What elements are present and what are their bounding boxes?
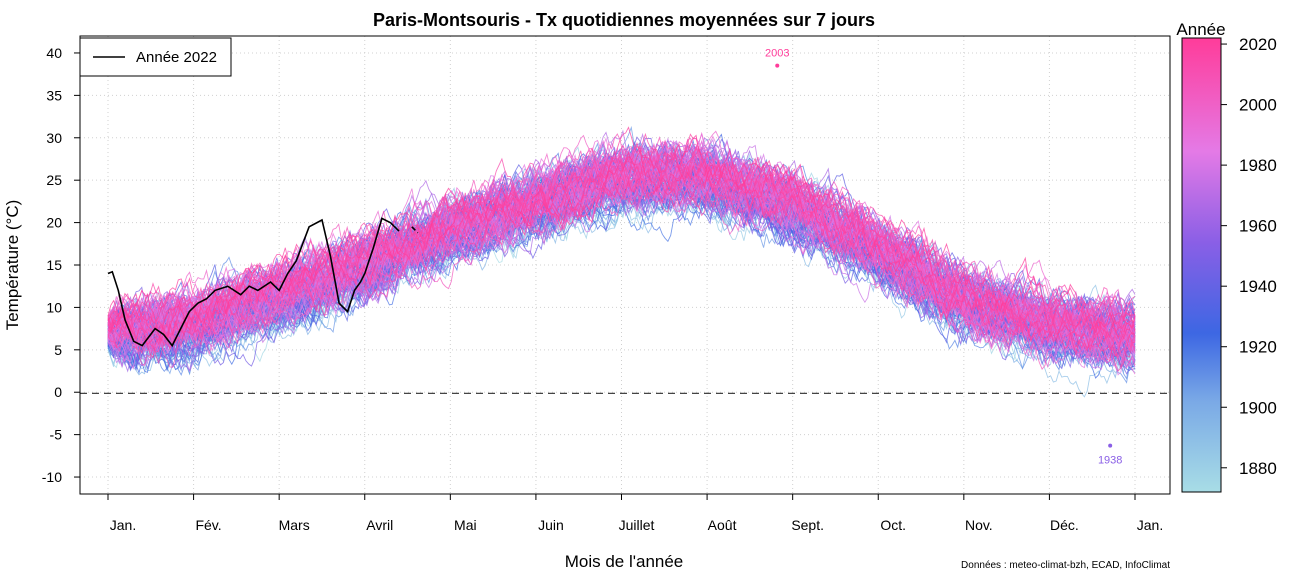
legend-label-2022: Année 2022 — [136, 49, 217, 66]
colorbar-tick-label: 1940 — [1239, 277, 1277, 296]
colorbar-tick-label: 1880 — [1239, 459, 1277, 478]
colorbar-tick-label: 1960 — [1239, 217, 1277, 236]
colorbar-tick-label: 1900 — [1239, 398, 1277, 417]
colorbar-title: Année — [1176, 20, 1225, 39]
historical-line-2007 — [107, 133, 1136, 353]
x-tick-label: Mai — [454, 517, 477, 533]
colorbar-ticks: 1880 1900 1920 1940 1960 1980 2000 2020 — [1221, 35, 1277, 478]
x-tick-label: Août — [708, 517, 737, 533]
y-tick-label: 0 — [54, 384, 62, 400]
historical-line-1997 — [107, 168, 1136, 359]
annotation-point — [775, 63, 780, 68]
y-tick-label: 15 — [46, 257, 62, 273]
x-tick-label: Jan. — [110, 517, 136, 533]
historical-line-2009 — [107, 160, 1136, 367]
chart-title: Paris-Montsouris - Tx quotidiennes moyen… — [373, 10, 875, 30]
y-axis-label: Température (°C) — [3, 200, 22, 331]
x-tick-label: Sept. — [791, 517, 824, 533]
historical-line-2018 — [107, 126, 1136, 350]
x-tick-label: Avril — [366, 517, 393, 533]
y-tick-label: 5 — [54, 342, 62, 358]
colorbar-tick-label: 2020 — [1239, 35, 1277, 54]
y-tick-label: 25 — [46, 172, 62, 188]
annotation-label: 2003 — [765, 48, 789, 60]
x-tick-label: Jan. — [1137, 517, 1163, 533]
grid — [80, 36, 1170, 494]
series-2022 — [107, 217, 419, 348]
x-tick-label: Fév. — [195, 517, 221, 533]
colorbar-tick-label: 1920 — [1239, 338, 1277, 357]
series-line-2022 — [107, 217, 400, 348]
x-tick-label: Nov. — [965, 517, 993, 533]
colorbar-gradient — [1181, 37, 1222, 493]
y-tick-label: -10 — [42, 469, 62, 485]
y-tick-label: 30 — [46, 130, 62, 146]
x-axis: Jan. Fév. Mars Avril Mai Juin Juillet Août Sept.… — [107, 494, 1163, 533]
historical-line-2021 — [107, 149, 1136, 342]
y-axis: -10 -5 0 5 10 15 20 25 30 35 40 — [42, 45, 80, 485]
colorbar: Année 1880 1900 1920 1940 1960 1980 2000 2020 — [1176, 20, 1277, 493]
series-line-2022 — [411, 226, 419, 234]
x-tick-label: Oct. — [880, 517, 906, 533]
historical-line-2015 — [107, 159, 1136, 339]
y-tick-label: 35 — [46, 87, 62, 103]
colorbar-tick-label: 1980 — [1239, 156, 1277, 175]
y-tick-label: 40 — [46, 45, 62, 61]
y-tick-label: -5 — [50, 427, 63, 443]
x-tick-label: Juillet — [619, 517, 655, 533]
x-axis-label: Mois de l'année — [565, 552, 684, 571]
colorbar-tick-label: 2000 — [1239, 96, 1277, 115]
y-tick-label: 10 — [46, 299, 62, 315]
historical-line-2014 — [107, 132, 1136, 353]
x-tick-label: Mars — [279, 517, 310, 533]
historical-line-2010 — [107, 138, 1136, 351]
x-tick-label: Déc. — [1050, 517, 1079, 533]
historical-line-2020 — [107, 134, 1136, 359]
legend: Année 2022 — [79, 37, 232, 77]
y-tick-label: 20 — [46, 215, 62, 231]
x-tick-label: Juin — [538, 517, 564, 533]
historical-line-2017 — [107, 151, 1136, 351]
annotation-label: 1938 — [1098, 455, 1122, 467]
annotations: 2003 1938 — [765, 48, 1122, 467]
data-credit: Données : meteo-climat-bzh, ECAD, InfoCl… — [961, 560, 1170, 571]
annotation-point — [1108, 443, 1113, 448]
